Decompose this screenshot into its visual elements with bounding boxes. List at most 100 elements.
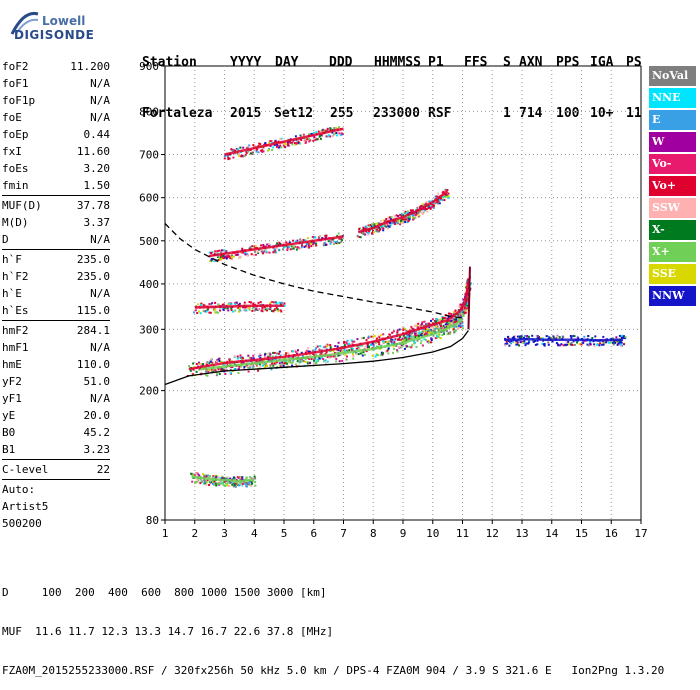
echo-point (453, 331, 456, 334)
echo-point (335, 127, 338, 130)
echo-point (371, 232, 374, 235)
echo-point (254, 477, 257, 480)
echo-point (457, 327, 460, 330)
echo-point (272, 251, 275, 254)
echo-point (566, 343, 568, 346)
param-divider (2, 459, 110, 460)
echo-point (386, 349, 389, 352)
echo-point (525, 342, 528, 345)
echo-point (303, 140, 306, 143)
echo-point (562, 344, 565, 347)
echo-point (255, 308, 258, 311)
echo-point (287, 246, 290, 249)
echo-point (191, 480, 194, 483)
echo-point (461, 308, 464, 311)
echo-point (237, 148, 240, 151)
echo-point (510, 342, 513, 345)
echo-point (469, 282, 472, 285)
echo-point (444, 195, 447, 198)
logo-digisonde: DIGISONDE (14, 28, 95, 42)
echo-point (291, 361, 294, 364)
echo-point (219, 258, 222, 261)
echo-point (438, 200, 441, 203)
trace-x-trace-f2 (200, 319, 464, 371)
echo-point (384, 340, 387, 343)
echo-point (232, 483, 235, 486)
param-row-foes: foEs 3.20 (2, 160, 110, 177)
echo-point (197, 480, 200, 483)
echo-point (385, 218, 388, 220)
echo-point (198, 363, 201, 366)
echo-point (437, 328, 440, 330)
echo-point (449, 324, 452, 327)
echo-point (436, 335, 439, 338)
echo-point (251, 482, 253, 485)
echo-point (204, 480, 207, 483)
echo-point (509, 340, 512, 343)
echo-point (194, 481, 196, 484)
echo-point (528, 339, 531, 342)
echo-point (527, 335, 530, 338)
echo-point (403, 218, 406, 221)
echo-point (260, 149, 262, 152)
echo-point (408, 332, 411, 335)
echo-point (259, 354, 262, 357)
echo-point (211, 251, 214, 254)
echo-point (336, 345, 339, 348)
echo-point (211, 480, 214, 482)
echo-point (426, 323, 428, 326)
echo-point (551, 340, 554, 343)
echo-point (252, 144, 255, 147)
echo-point (295, 350, 298, 353)
param-name: foEp (2, 128, 29, 141)
echo-point (450, 322, 453, 325)
echo-point (372, 230, 374, 232)
echo-point (376, 230, 379, 233)
echo-point (329, 346, 332, 349)
echo-point (447, 192, 450, 195)
echo-point (254, 307, 257, 310)
echo-point (326, 355, 329, 358)
echo-point (356, 236, 359, 238)
param-name: foF1p (2, 94, 36, 107)
echo-point (400, 219, 402, 222)
echo-point (551, 336, 554, 339)
echo-point (435, 320, 437, 323)
echo-point (203, 478, 206, 481)
header-value-6: 1 (503, 106, 511, 121)
echo-point (277, 310, 280, 313)
echo-point (283, 362, 286, 365)
echo-point (364, 233, 367, 236)
echo-point (217, 482, 220, 485)
echo-point (237, 368, 240, 371)
echo-point (516, 343, 519, 346)
echo-point (257, 369, 260, 372)
echo-point (232, 156, 235, 159)
echo-point (283, 304, 286, 307)
echo-point (274, 363, 277, 365)
echo-point (248, 482, 250, 485)
echo-point (300, 246, 303, 249)
echo-point (418, 214, 421, 217)
echo-point (413, 324, 416, 327)
echo-point (191, 474, 194, 477)
echo-point (226, 155, 229, 158)
echo-point (425, 333, 428, 336)
echo-point (459, 326, 462, 328)
echo-point (254, 245, 257, 248)
echo-point (400, 221, 403, 224)
echo-point (457, 318, 459, 321)
echo-point (622, 337, 625, 339)
echo-point (308, 242, 311, 245)
echo-point (351, 349, 353, 352)
echo-point (239, 478, 242, 481)
echo-point (341, 350, 344, 353)
echo-point (261, 362, 264, 365)
echo-point (455, 320, 458, 323)
echo-point (306, 246, 309, 249)
echo-point (420, 334, 423, 336)
echo-point (237, 303, 240, 306)
echo-point (421, 321, 424, 324)
echo-point (515, 343, 518, 346)
echo-point (271, 355, 274, 358)
